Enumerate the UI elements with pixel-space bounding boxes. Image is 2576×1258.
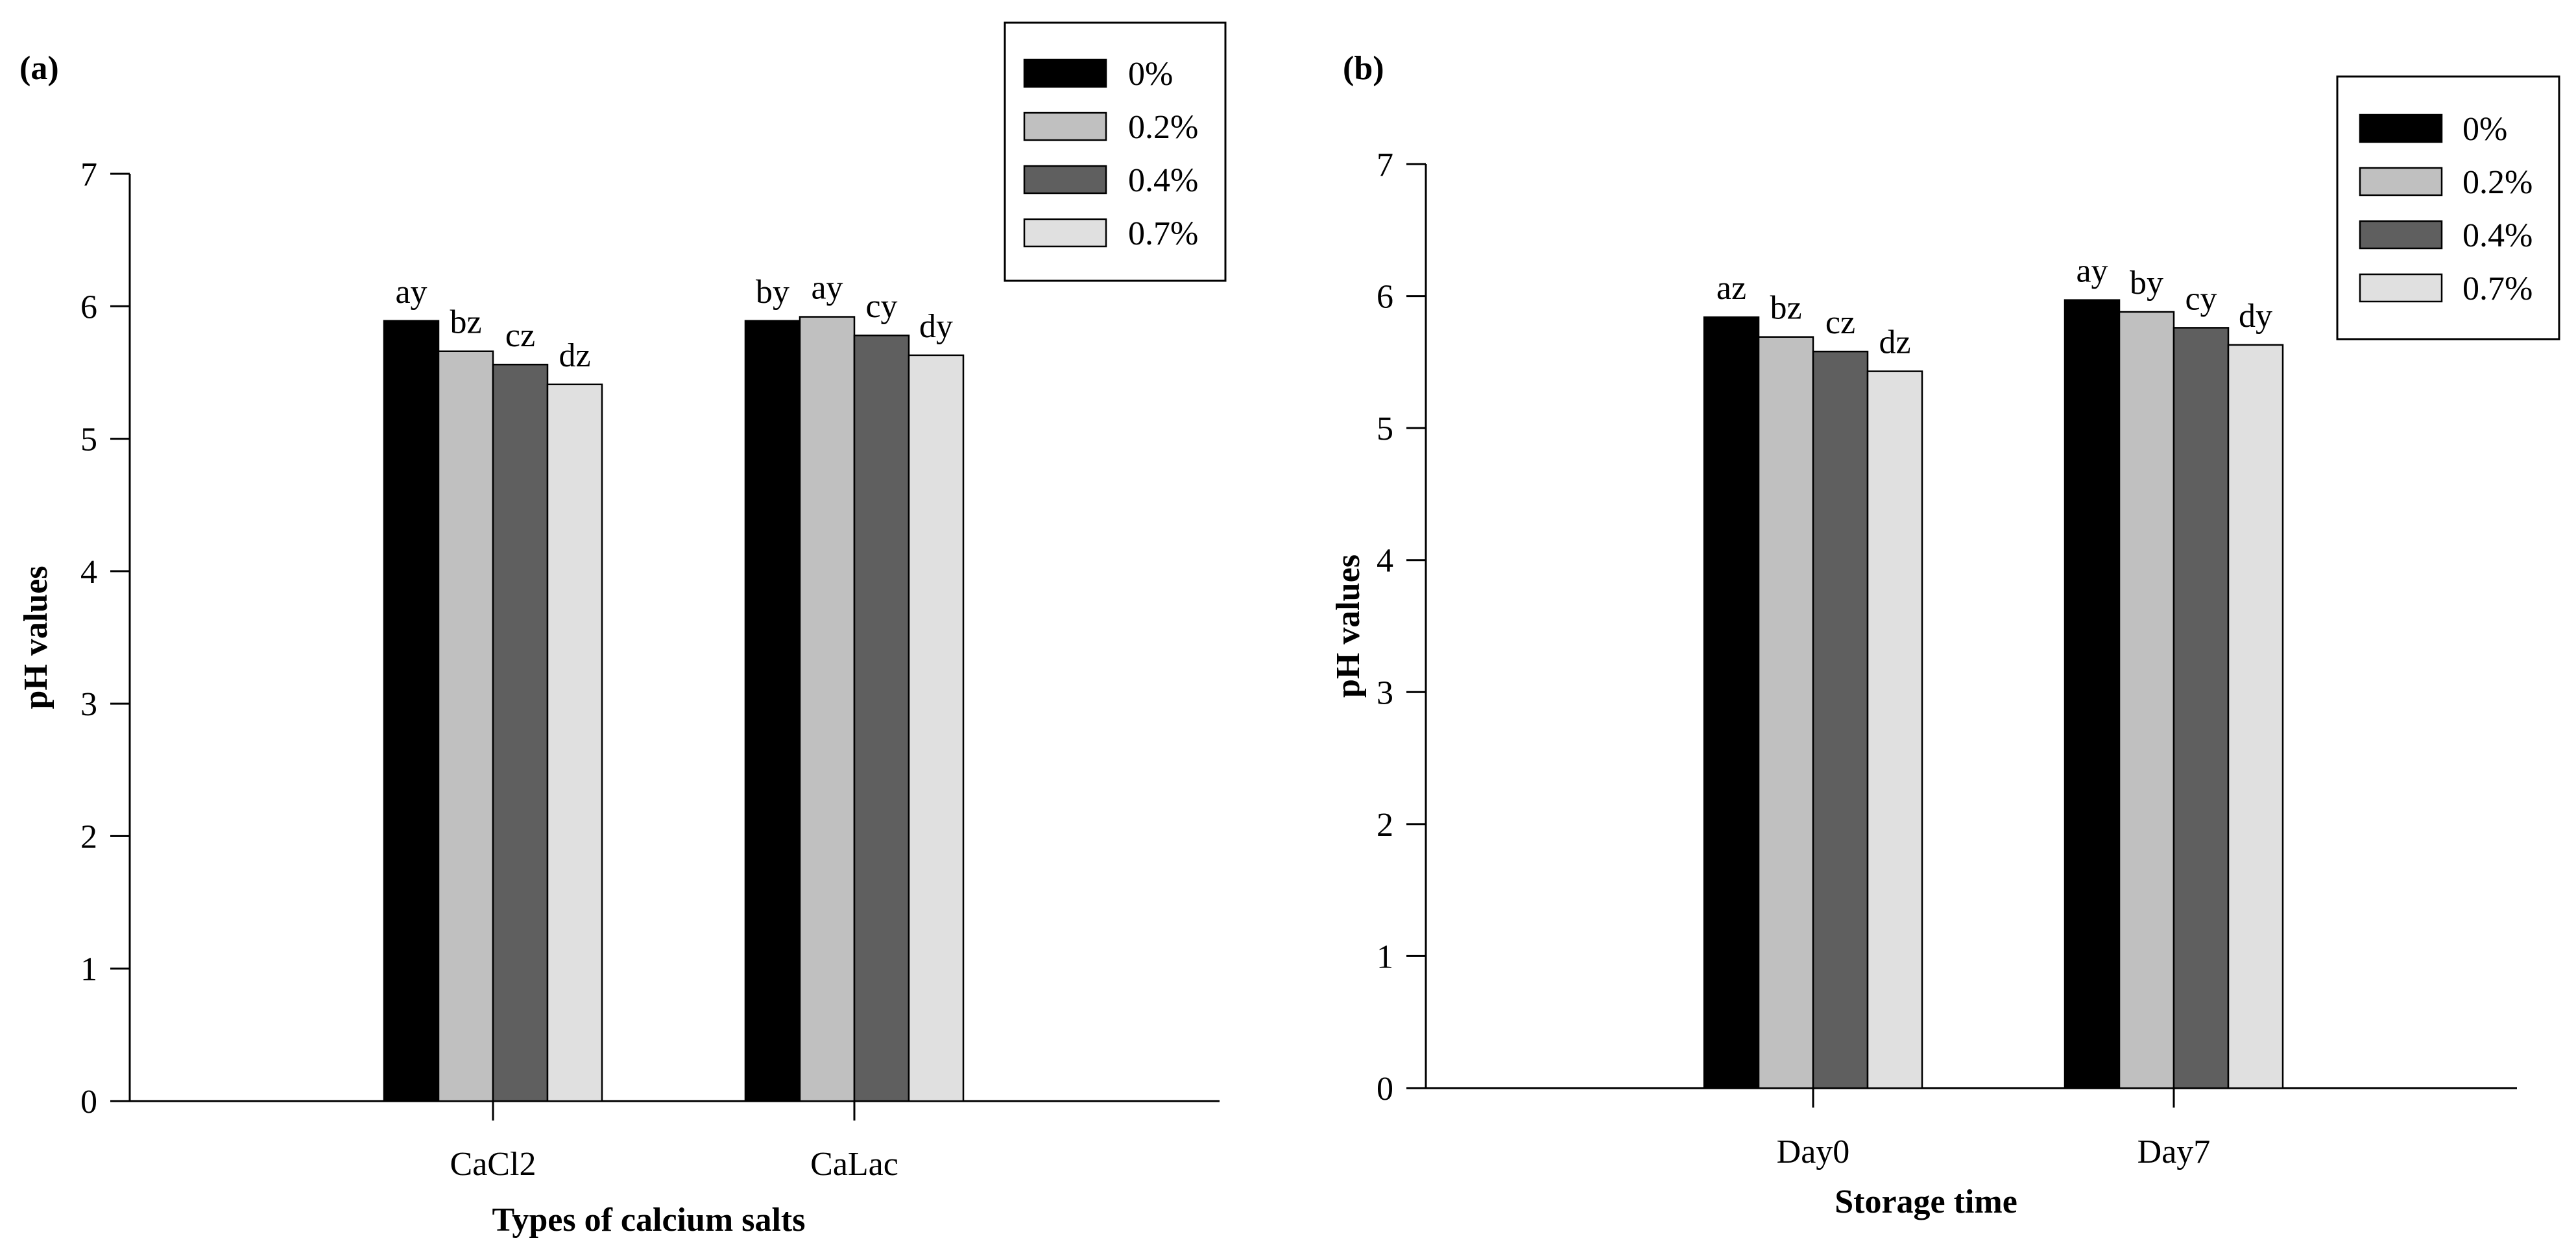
y-tick-label: 7	[80, 156, 97, 193]
significance-letter: dz	[1879, 324, 1910, 361]
x-axis-title: Storage time	[1835, 1183, 2017, 1220]
y-tick-label: 2	[1377, 807, 1393, 844]
y-tick-label: 5	[80, 421, 97, 458]
significance-letter: az	[1716, 270, 1746, 307]
bar	[1866, 370, 1923, 1089]
legend-swatch	[2359, 273, 2443, 303]
bar	[2173, 327, 2230, 1089]
bar	[546, 383, 603, 1102]
bar	[908, 354, 965, 1102]
y-tick-label: 7	[1377, 147, 1393, 184]
significance-letter: by	[756, 274, 789, 311]
legend-swatch	[1023, 112, 1107, 141]
x-axis-title: Types of calcium salts	[492, 1202, 806, 1239]
x-category-label: Day0	[1777, 1133, 1850, 1170]
bar	[437, 350, 494, 1102]
y-tick-label: 5	[1377, 410, 1393, 447]
bar	[2118, 311, 2175, 1089]
bar	[1757, 336, 1814, 1089]
legend: 0% 0.2% 0.4% 0.7%	[1004, 21, 1227, 282]
y-tick-label: 6	[80, 289, 97, 326]
legend-label: 0.4%	[1128, 162, 1198, 199]
legend-swatch	[2359, 220, 2443, 250]
significance-letter: dy	[919, 308, 953, 345]
x-category-label: CaCl2	[450, 1146, 536, 1183]
bar	[1812, 350, 1869, 1089]
significance-letter: cz	[505, 317, 535, 354]
bar	[799, 316, 856, 1102]
y-tick-label: 4	[80, 554, 97, 591]
significance-letter: ay	[395, 274, 427, 311]
significance-letter: dy	[2239, 298, 2272, 335]
y-tick-label: 2	[80, 818, 97, 855]
legend-swatch	[1023, 218, 1107, 248]
panel-label: (b)	[1343, 50, 1384, 87]
y-tick-label: 6	[1377, 279, 1393, 316]
y-tick-label: 3	[1377, 674, 1393, 711]
x-category-label: Day7	[2137, 1133, 2211, 1170]
significance-letter: bz	[1770, 290, 1801, 327]
bar	[492, 363, 549, 1102]
significance-letter: ay	[2076, 253, 2108, 290]
y-tick-label: 4	[1377, 543, 1393, 580]
legend-label: 0.2%	[1128, 109, 1198, 146]
panel-label: (a)	[19, 50, 59, 87]
bar	[383, 320, 440, 1102]
y-tick-label: 3	[80, 686, 97, 723]
legend-swatch	[1023, 165, 1107, 195]
significance-letter: cz	[1825, 304, 1855, 341]
y-tick-label: 0	[80, 1084, 97, 1121]
y-tick-label: 1	[1377, 938, 1393, 975]
y-tick-label: 0	[1377, 1071, 1393, 1108]
significance-letter: ay	[811, 270, 843, 307]
y-axis-title: pH values	[1330, 554, 1367, 698]
significance-letter: by	[2130, 265, 2163, 302]
bar	[853, 334, 910, 1102]
legend-label: 0.7%	[2462, 270, 2533, 307]
bar	[2064, 299, 2121, 1089]
legend-label: 0%	[2462, 111, 2507, 148]
legend-swatch	[2359, 113, 2443, 143]
y-axis-title: pH values	[18, 565, 54, 709]
significance-letter: bz	[450, 304, 481, 341]
bar	[2227, 344, 2284, 1089]
legend-swatch	[1023, 58, 1107, 88]
significance-letter: cy	[2185, 280, 2217, 317]
bar	[1703, 316, 1760, 1089]
legend-label: 0.2%	[2462, 164, 2533, 201]
y-tick-label: 1	[80, 951, 97, 988]
significance-letter: dz	[559, 337, 590, 374]
x-category-label: CaLac	[810, 1146, 898, 1183]
legend: 0% 0.2% 0.4% 0.7%	[2336, 75, 2560, 340]
legend-label: 0.7%	[1128, 215, 1198, 252]
legend-label: 0%	[1128, 56, 1173, 93]
legend-label: 0.4%	[2462, 217, 2533, 254]
significance-letter: cy	[865, 288, 897, 325]
bar	[744, 320, 801, 1102]
legend-swatch	[2359, 167, 2443, 196]
